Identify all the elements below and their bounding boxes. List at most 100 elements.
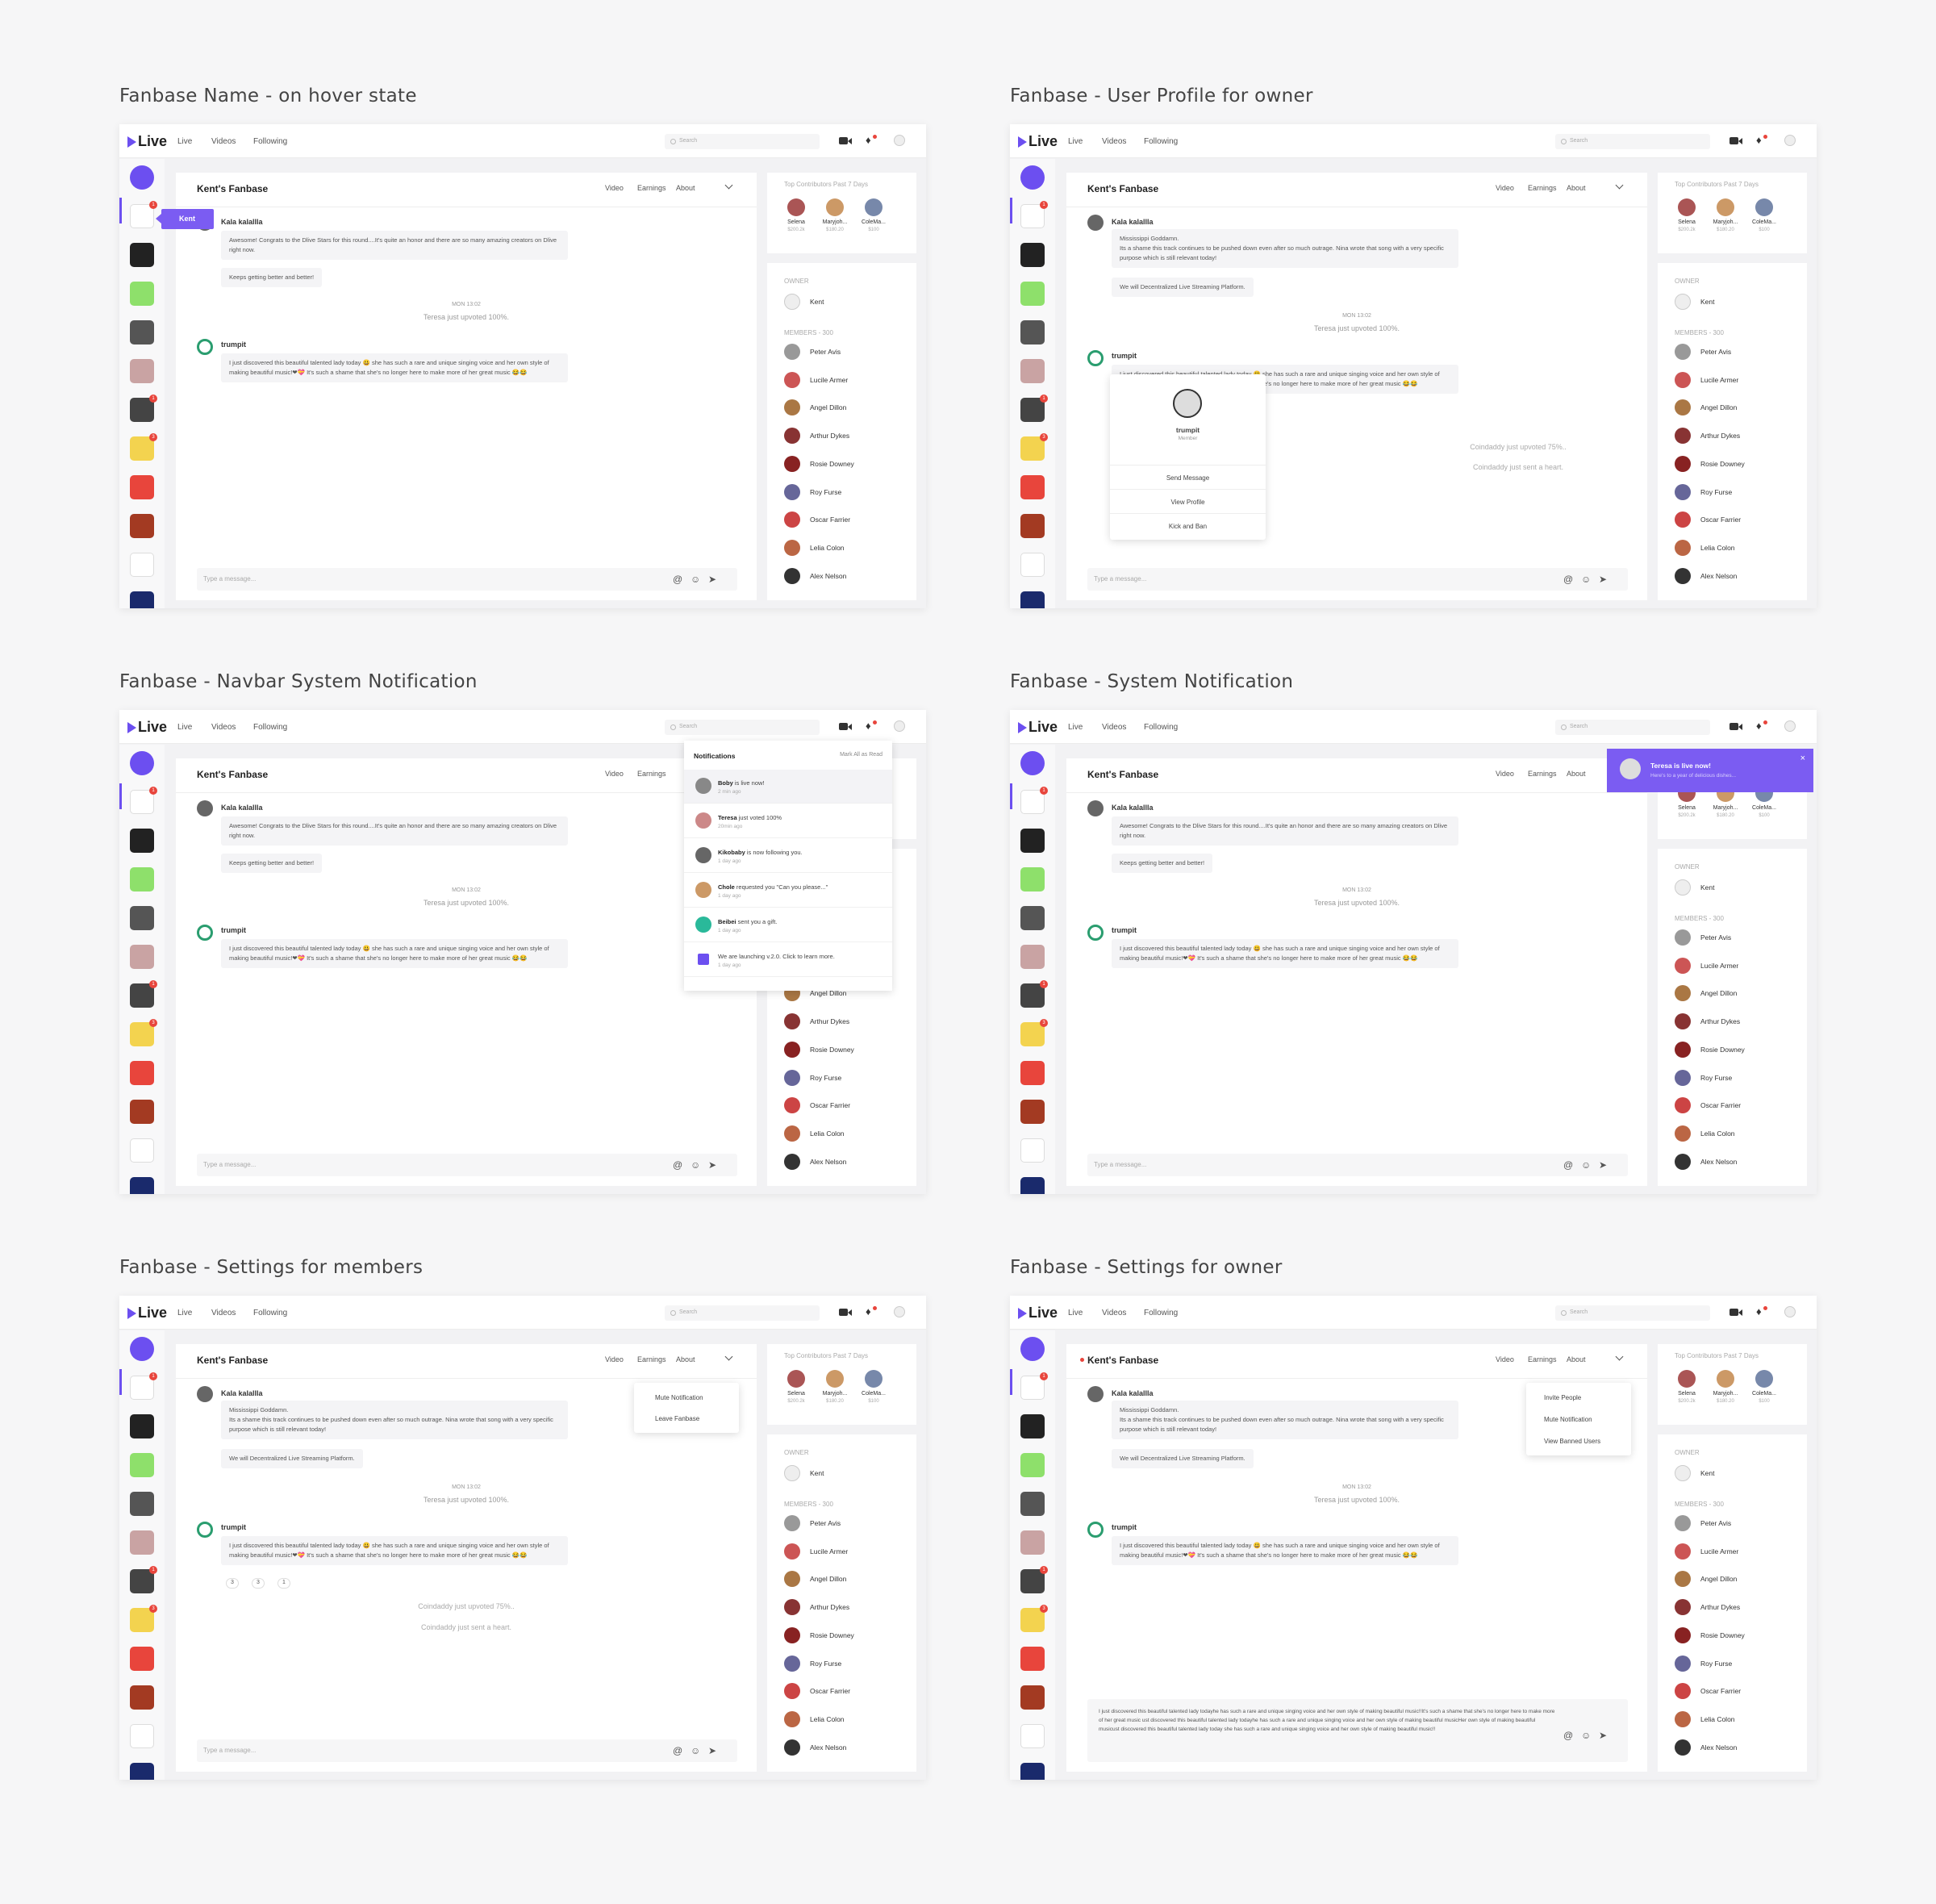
chat-tab-2[interactable]: About bbox=[1567, 1355, 1586, 1363]
at-icon[interactable]: @ bbox=[1563, 1730, 1574, 1741]
username[interactable]: trumpit bbox=[1112, 926, 1137, 934]
emoji-icon[interactable]: ☺ bbox=[691, 1745, 701, 1756]
search-input[interactable]: Search bbox=[1555, 134, 1710, 149]
contributor-avatar[interactable] bbox=[1678, 1370, 1696, 1388]
member-row[interactable]: Roy Furse bbox=[784, 483, 841, 500]
reaction-chip[interactable]: 3 bbox=[226, 1578, 239, 1589]
nav-link-1[interactable]: Videos bbox=[1102, 137, 1127, 146]
chat-tab-0[interactable]: Video bbox=[605, 770, 624, 778]
notification-item[interactable]: Beibei sent you a gift. 1 day ago bbox=[684, 908, 892, 942]
member-row[interactable]: Angel Dillon bbox=[784, 399, 846, 416]
bell-icon[interactable]: ♦ bbox=[866, 720, 877, 732]
member-row[interactable]: Oscar Farrier bbox=[1675, 511, 1741, 528]
fanbase-icon-3[interactable] bbox=[130, 867, 154, 891]
fanbase-icon-3[interactable] bbox=[1020, 282, 1045, 306]
logo[interactable]: Live bbox=[127, 133, 167, 150]
chevron-down-icon[interactable] bbox=[1615, 1352, 1624, 1361]
chat-tab-1[interactable]: Earnings bbox=[637, 1355, 666, 1363]
at-icon[interactable]: @ bbox=[673, 1745, 683, 1756]
user-avatar-icon[interactable] bbox=[894, 135, 905, 146]
send-icon[interactable]: ➤ bbox=[708, 1745, 717, 1756]
chat-tab-1[interactable]: Earnings bbox=[1528, 770, 1557, 778]
logo[interactable]: Live bbox=[1018, 133, 1058, 150]
fanbase-title[interactable]: Kent's Fanbase bbox=[1087, 183, 1159, 194]
nav-link-1[interactable]: Videos bbox=[211, 1309, 236, 1317]
fanbase-icon-5[interactable] bbox=[1020, 945, 1045, 969]
member-row[interactable]: Lelia Colon bbox=[784, 1125, 845, 1142]
fanbase-icon-4[interactable] bbox=[130, 906, 154, 930]
fanbase-icon-11[interactable] bbox=[1020, 1177, 1045, 1194]
member-row[interactable]: Roy Furse bbox=[1675, 483, 1732, 500]
user-avatar[interactable] bbox=[197, 800, 213, 816]
member-row[interactable]: Arthur Dykes bbox=[1675, 428, 1740, 445]
notification-item[interactable]: Boby is live now! 2 min ago bbox=[684, 770, 892, 804]
user-avatar[interactable] bbox=[197, 1386, 213, 1402]
fanbase-icon-8[interactable] bbox=[130, 1061, 154, 1085]
contributor-avatar[interactable] bbox=[1717, 198, 1734, 216]
member-row[interactable]: Arthur Dykes bbox=[1675, 1599, 1740, 1616]
user-avatar-icon[interactable] bbox=[1784, 720, 1796, 732]
fanbase-icon-0[interactable] bbox=[130, 751, 154, 775]
member-row[interactable]: Alex Nelson bbox=[1675, 1153, 1737, 1170]
reaction-chip[interactable]: 3 bbox=[252, 1578, 265, 1589]
at-icon[interactable]: @ bbox=[673, 574, 683, 585]
live-toast[interactable]: Teresa is live now! Here's to a year of … bbox=[1607, 749, 1813, 792]
member-row[interactable]: Peter Avis bbox=[1675, 1515, 1731, 1531]
contributor-avatar[interactable] bbox=[826, 1370, 844, 1388]
fanbase-icon-5[interactable] bbox=[130, 1530, 154, 1555]
fanbase-icon-4[interactable] bbox=[130, 320, 154, 344]
contributor-avatar[interactable] bbox=[1755, 1370, 1773, 1388]
message-input[interactable]: Type a message... @ ☺ ➤ bbox=[1087, 1154, 1628, 1176]
fanbase-icon-3[interactable] bbox=[1020, 1453, 1045, 1477]
member-row[interactable]: Lucile Armer bbox=[784, 1543, 848, 1560]
fanbase-icon-9[interactable] bbox=[130, 1100, 154, 1124]
video-camera-icon[interactable] bbox=[1729, 723, 1742, 730]
member-row[interactable]: Alex Nelson bbox=[784, 1153, 846, 1170]
fanbase-icon-2[interactable] bbox=[1020, 1414, 1045, 1438]
fanbase-title[interactable]: Kent's Fanbase bbox=[197, 183, 269, 194]
member-row[interactable]: Alex Nelson bbox=[1675, 1739, 1737, 1756]
fanbase-icon-2[interactable] bbox=[1020, 243, 1045, 267]
username[interactable]: trumpit bbox=[221, 926, 246, 934]
member-row[interactable]: Lelia Colon bbox=[784, 539, 845, 556]
member-row[interactable]: Arthur Dykes bbox=[784, 428, 849, 445]
emoji-icon[interactable]: ☺ bbox=[691, 1159, 701, 1171]
user-avatar[interactable] bbox=[1087, 215, 1104, 231]
chat-tab-1[interactable]: Earnings bbox=[1528, 184, 1557, 192]
at-icon[interactable]: @ bbox=[1563, 1159, 1574, 1171]
nav-link-0[interactable]: Live bbox=[177, 137, 193, 146]
member-row[interactable]: Oscar Farrier bbox=[784, 511, 850, 528]
bell-icon[interactable]: ♦ bbox=[866, 1306, 877, 1317]
send-icon[interactable]: ➤ bbox=[708, 574, 717, 585]
fanbase-icon-1[interactable] bbox=[130, 1376, 154, 1400]
member-row[interactable]: Roy Furse bbox=[784, 1069, 841, 1086]
chevron-down-icon[interactable] bbox=[724, 1352, 733, 1361]
fanbase-icon-11[interactable] bbox=[130, 591, 154, 608]
fanbase-icon-5[interactable] bbox=[1020, 1530, 1045, 1555]
search-input[interactable]: Search bbox=[1555, 720, 1710, 735]
member-row[interactable]: Angel Dillon bbox=[1675, 399, 1737, 416]
fanbase-icon-11[interactable] bbox=[1020, 1763, 1045, 1780]
search-input[interactable]: Search bbox=[665, 134, 820, 149]
message-input[interactable]: Type a message... @ ☺ ➤ bbox=[197, 568, 737, 591]
member-row[interactable]: Rosie Downey bbox=[784, 455, 854, 472]
member-row[interactable]: Angel Dillon bbox=[1675, 985, 1737, 1002]
member-row[interactable]: Rosie Downey bbox=[784, 1041, 854, 1058]
chat-tab-0[interactable]: Video bbox=[605, 184, 624, 192]
fanbase-icon-4[interactable] bbox=[1020, 906, 1045, 930]
member-row[interactable]: Rosie Downey bbox=[1675, 1041, 1745, 1058]
member-row[interactable]: Roy Furse bbox=[1675, 1655, 1732, 1672]
member-row[interactable]: Oscar Farrier bbox=[1675, 1683, 1741, 1700]
notification-item[interactable]: Chole requested you "Can you please..." … bbox=[684, 874, 892, 908]
nav-link-2[interactable]: Following bbox=[253, 1309, 288, 1317]
user-avatar-icon[interactable] bbox=[1784, 135, 1796, 146]
profile-action[interactable]: View Profile bbox=[1170, 499, 1205, 506]
nav-link-2[interactable]: Following bbox=[1144, 723, 1179, 732]
fanbase-icon-0[interactable] bbox=[1020, 1337, 1045, 1361]
username[interactable]: Kala kalallla bbox=[221, 218, 263, 226]
chat-tab-1[interactable]: Earnings bbox=[637, 184, 666, 192]
member-row[interactable]: Oscar Farrier bbox=[784, 1097, 850, 1114]
fanbase-icon-1[interactable] bbox=[1020, 790, 1045, 814]
fanbase-icon-11[interactable] bbox=[130, 1763, 154, 1780]
username[interactable]: trumpit bbox=[1112, 1523, 1137, 1531]
